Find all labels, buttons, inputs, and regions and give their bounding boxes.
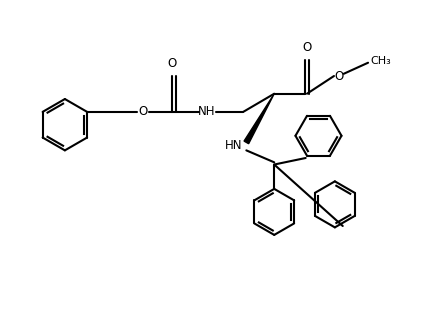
Text: CH₃: CH₃ xyxy=(370,56,391,66)
Text: O: O xyxy=(139,105,148,118)
Text: O: O xyxy=(302,41,312,54)
Text: NH: NH xyxy=(198,105,215,118)
Text: O: O xyxy=(168,57,177,70)
Polygon shape xyxy=(244,94,274,144)
Text: O: O xyxy=(335,70,344,82)
Text: HN: HN xyxy=(225,139,243,152)
